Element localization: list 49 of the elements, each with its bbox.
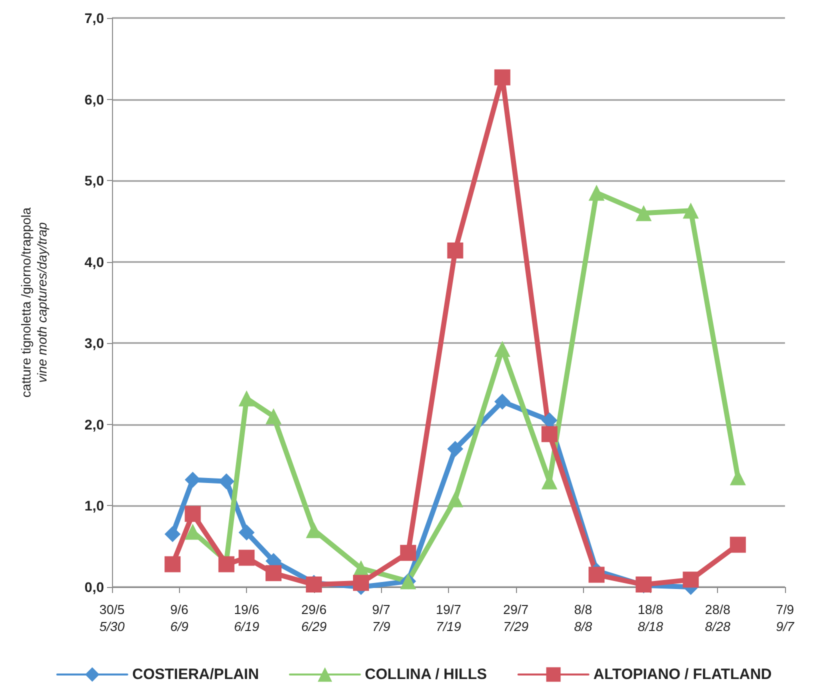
y-tick-label: 2,0	[84, 416, 104, 432]
y-tick-label: 3,0	[84, 335, 104, 352]
y-tick-label: 7,0	[84, 10, 104, 26]
point	[494, 394, 510, 410]
point	[494, 340, 510, 357]
point	[184, 506, 201, 522]
point	[682, 202, 699, 219]
x-tick-label: 8/8 8/8	[574, 602, 593, 634]
x-tick-label: 30/5 5/30	[99, 602, 126, 634]
point	[164, 556, 181, 572]
point	[238, 550, 255, 566]
point	[447, 491, 464, 508]
x-tick-label: 18/8 8/18	[638, 602, 664, 634]
point	[306, 522, 322, 538]
point	[588, 184, 605, 201]
point	[184, 472, 201, 488]
point	[164, 526, 181, 542]
point	[682, 572, 699, 588]
point	[218, 556, 234, 572]
y-tick-label: 4,0	[84, 254, 104, 270]
point	[238, 524, 255, 541]
y-tick-label: 5,0	[84, 172, 104, 189]
point	[494, 69, 510, 86]
point	[266, 565, 282, 582]
point	[447, 242, 464, 258]
y-axis-title: catture tignoletta /giorno/trappola vine moth captures/day/trap	[18, 206, 50, 398]
x-tick-label: 7/9 9/7	[776, 602, 795, 634]
legend-label: COLLINA / HILLS	[364, 666, 487, 683]
y-tick-label: 1,0	[84, 498, 104, 514]
x-tick-label: 19/7 7/19	[436, 602, 462, 634]
point	[447, 440, 464, 457]
point	[400, 544, 416, 561]
x-tick-label: 9/6 6/9	[170, 602, 188, 634]
legend-label: ALTOPIANO / FLATLAND	[593, 666, 772, 683]
point	[588, 566, 605, 583]
point	[636, 205, 652, 222]
x-tick-label: 9/7 7/9	[372, 602, 390, 634]
y-tick-label: 0,0	[84, 579, 104, 595]
point	[541, 426, 558, 442]
x-tick-label: 29/6 6/29	[301, 602, 327, 634]
point	[730, 536, 746, 553]
y-tick-label: 6,0	[84, 91, 104, 108]
point	[541, 412, 558, 428]
point	[266, 408, 282, 424]
legend-label: COSTIERA/PLAIN	[132, 666, 259, 683]
x-tick-label: 19/6 6/19	[234, 602, 260, 634]
x-tick-label: 29/7 7/29	[503, 602, 528, 634]
x-tick-label: 28/8 8/28	[705, 602, 732, 634]
point	[238, 390, 255, 406]
